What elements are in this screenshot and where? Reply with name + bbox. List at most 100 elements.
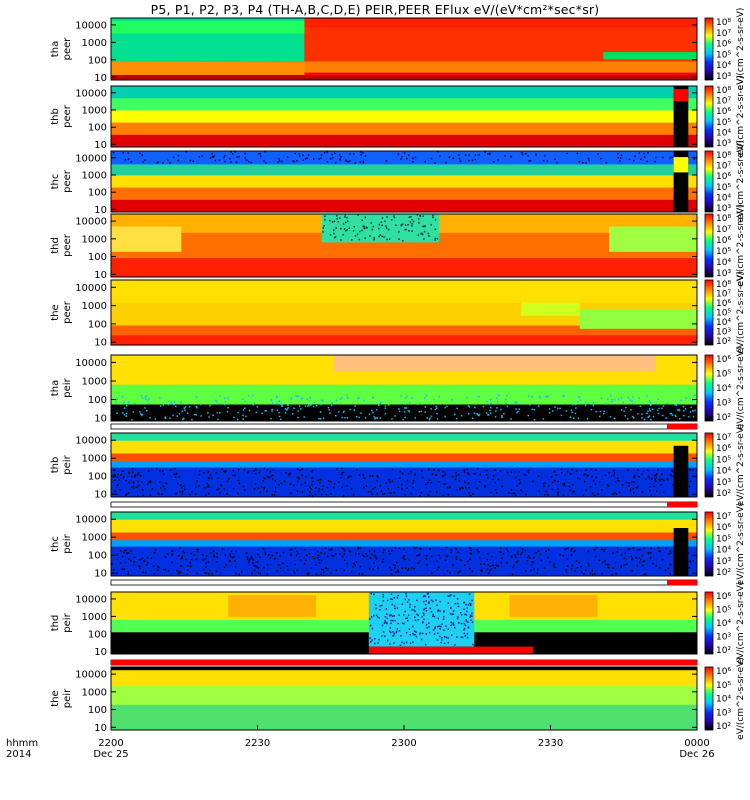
spectrogram-panel [110, 150, 698, 213]
y-tick-label: 10000 [75, 358, 107, 369]
y-tick-label: 1000 [82, 612, 107, 623]
spectrogram-panel [110, 279, 698, 346]
panel-instrument-label: peer [62, 37, 73, 61]
x-axis-row-label: hhmm [6, 738, 38, 749]
colorbar-tick-label: 10³ [716, 633, 731, 643]
quality-flag-mark [667, 424, 697, 429]
colorbar-tick-label: 10⁴ [716, 193, 731, 203]
colorbar-tick-label: 10² [716, 646, 731, 656]
colorbar-tick-label: 10³ [716, 72, 731, 82]
colorbar [704, 17, 714, 81]
y-tick-label: 100 [88, 252, 107, 263]
colorbar-tick-label: 10⁵ [716, 183, 731, 193]
colorbar-tick-label: 10⁵ [716, 606, 731, 616]
colorbar-tick-label: 10⁴ [716, 128, 731, 138]
panel-probe-label: tha [50, 380, 61, 396]
colorbar-tick-label: 10⁸ [716, 214, 731, 224]
colorbar [704, 279, 714, 346]
y-tick-label: 10000 [75, 436, 107, 447]
x-tick-label: 2230 [245, 738, 270, 749]
colorbar-tick-label: 10³ [716, 399, 731, 409]
spectrogram-panel [110, 85, 698, 148]
colorbar-tick-label: 10⁸ [716, 18, 731, 28]
y-tick-label: 1000 [82, 301, 107, 312]
y-tick-label: 1000 [82, 687, 107, 698]
quality-flag-bar [110, 501, 698, 508]
colorbar-tick-label: 10⁵ [716, 247, 731, 257]
colorbar-tick-label: 10² [716, 489, 731, 499]
colorbar-units-label: eV/(cm^2-s-sr-eV) [736, 204, 746, 287]
y-tick-label: 10000 [75, 153, 107, 164]
colorbar-tick-label: 10⁵ [716, 534, 731, 544]
colorbar-units-label: eV/(cm^2-s-sr-eV) [736, 8, 746, 91]
y-tick-label: 10000 [75, 515, 107, 526]
colorbar-tick-label: 10⁵ [716, 370, 731, 380]
y-tick-label: 10 [94, 723, 107, 734]
colorbar [704, 213, 714, 278]
colorbar-tick-label: 10⁶ [716, 355, 731, 365]
colorbar [704, 666, 714, 731]
panel-probe-label: thc [50, 174, 61, 190]
colorbar-tick-label: 10² [716, 337, 731, 347]
colorbar-tick-label: 10⁶ [716, 523, 731, 533]
panel-probe-label: thd [50, 615, 61, 632]
y-tick-label: 1000 [82, 38, 107, 49]
y-tick-label: 10 [94, 647, 107, 658]
colorbar-tick-label: 10⁶ [716, 172, 731, 182]
panel-probe-label: thc [50, 536, 61, 552]
colorbar-tick-label: 10⁷ [716, 290, 731, 300]
spectrogram-panel [110, 666, 698, 731]
y-tick-label: 10000 [75, 670, 107, 681]
x-axis-year-label: 2014 [6, 749, 31, 760]
colorbar-tick-label: 10⁴ [716, 384, 731, 394]
colorbar-tick-label: 10⁷ [716, 97, 731, 107]
colorbar-units-label: eV/(cm^2-s-sr-eV) [736, 503, 746, 586]
colorbar-tick-label: 10³ [716, 478, 731, 488]
colorbar-tick-label: 10⁸ [716, 280, 731, 290]
y-tick-label: 10 [94, 569, 107, 580]
panel-probe-label: thb [50, 108, 61, 125]
y-tick-label: 10 [94, 270, 107, 281]
y-tick-label: 100 [88, 123, 107, 134]
y-tick-label: 10000 [75, 283, 107, 294]
panel-instrument-label: peer [62, 104, 73, 128]
spectrogram-panel [110, 432, 698, 498]
panel-instrument-label: peir [62, 377, 73, 397]
y-tick-label: 10 [94, 73, 107, 84]
colorbar-tick-label: 10³ [716, 557, 731, 567]
panel-instrument-label: peer [62, 233, 73, 257]
spectrogram-panel [110, 591, 698, 655]
y-tick-label: 10000 [75, 217, 107, 228]
colorbar-tick-label: 10⁴ [716, 619, 731, 629]
colorbar-tick-label: 10⁴ [716, 467, 731, 477]
panel-instrument-label: peir [62, 688, 73, 708]
colorbar-tick-label: 10⁷ [716, 29, 731, 39]
panel-probe-label: thb [50, 457, 61, 474]
y-tick-label: 1000 [82, 106, 107, 117]
y-tick-label: 10000 [75, 594, 107, 605]
colorbar-tick-label: 10³ [716, 269, 731, 279]
colorbar-tick-label: 10⁶ [716, 236, 731, 246]
y-tick-label: 10 [94, 490, 107, 501]
colorbar-units-label: eV/(cm^2-s-sr-eV) [736, 140, 746, 223]
colorbar-tick-label: 10⁶ [716, 444, 731, 454]
panel-instrument-label: peer [62, 169, 73, 193]
colorbar [704, 432, 714, 498]
x-tick-date: Dec 26 [679, 749, 714, 760]
panel-probe-label: the [50, 690, 61, 706]
quality-flag-bar [110, 423, 698, 430]
y-tick-label: 10 [94, 338, 107, 349]
y-tick-label: 10000 [75, 88, 107, 99]
colorbar-tick-label: 10⁶ [716, 667, 731, 677]
y-tick-label: 100 [88, 629, 107, 640]
colorbar-tick-label: 10⁵ [716, 455, 731, 465]
colorbar-tick-label: 10⁶ [716, 299, 731, 309]
panel-instrument-label: peer [62, 300, 73, 324]
panel-instrument-label: peir [62, 533, 73, 553]
colorbar-tick-label: 10⁵ [716, 50, 731, 60]
colorbar-tick-label: 10⁸ [716, 86, 731, 96]
y-tick-label: 100 [88, 472, 107, 483]
x-tick-label: 2300 [391, 738, 416, 749]
panel-probe-label: the [50, 304, 61, 320]
colorbar-tick-label: 10² [716, 722, 731, 732]
